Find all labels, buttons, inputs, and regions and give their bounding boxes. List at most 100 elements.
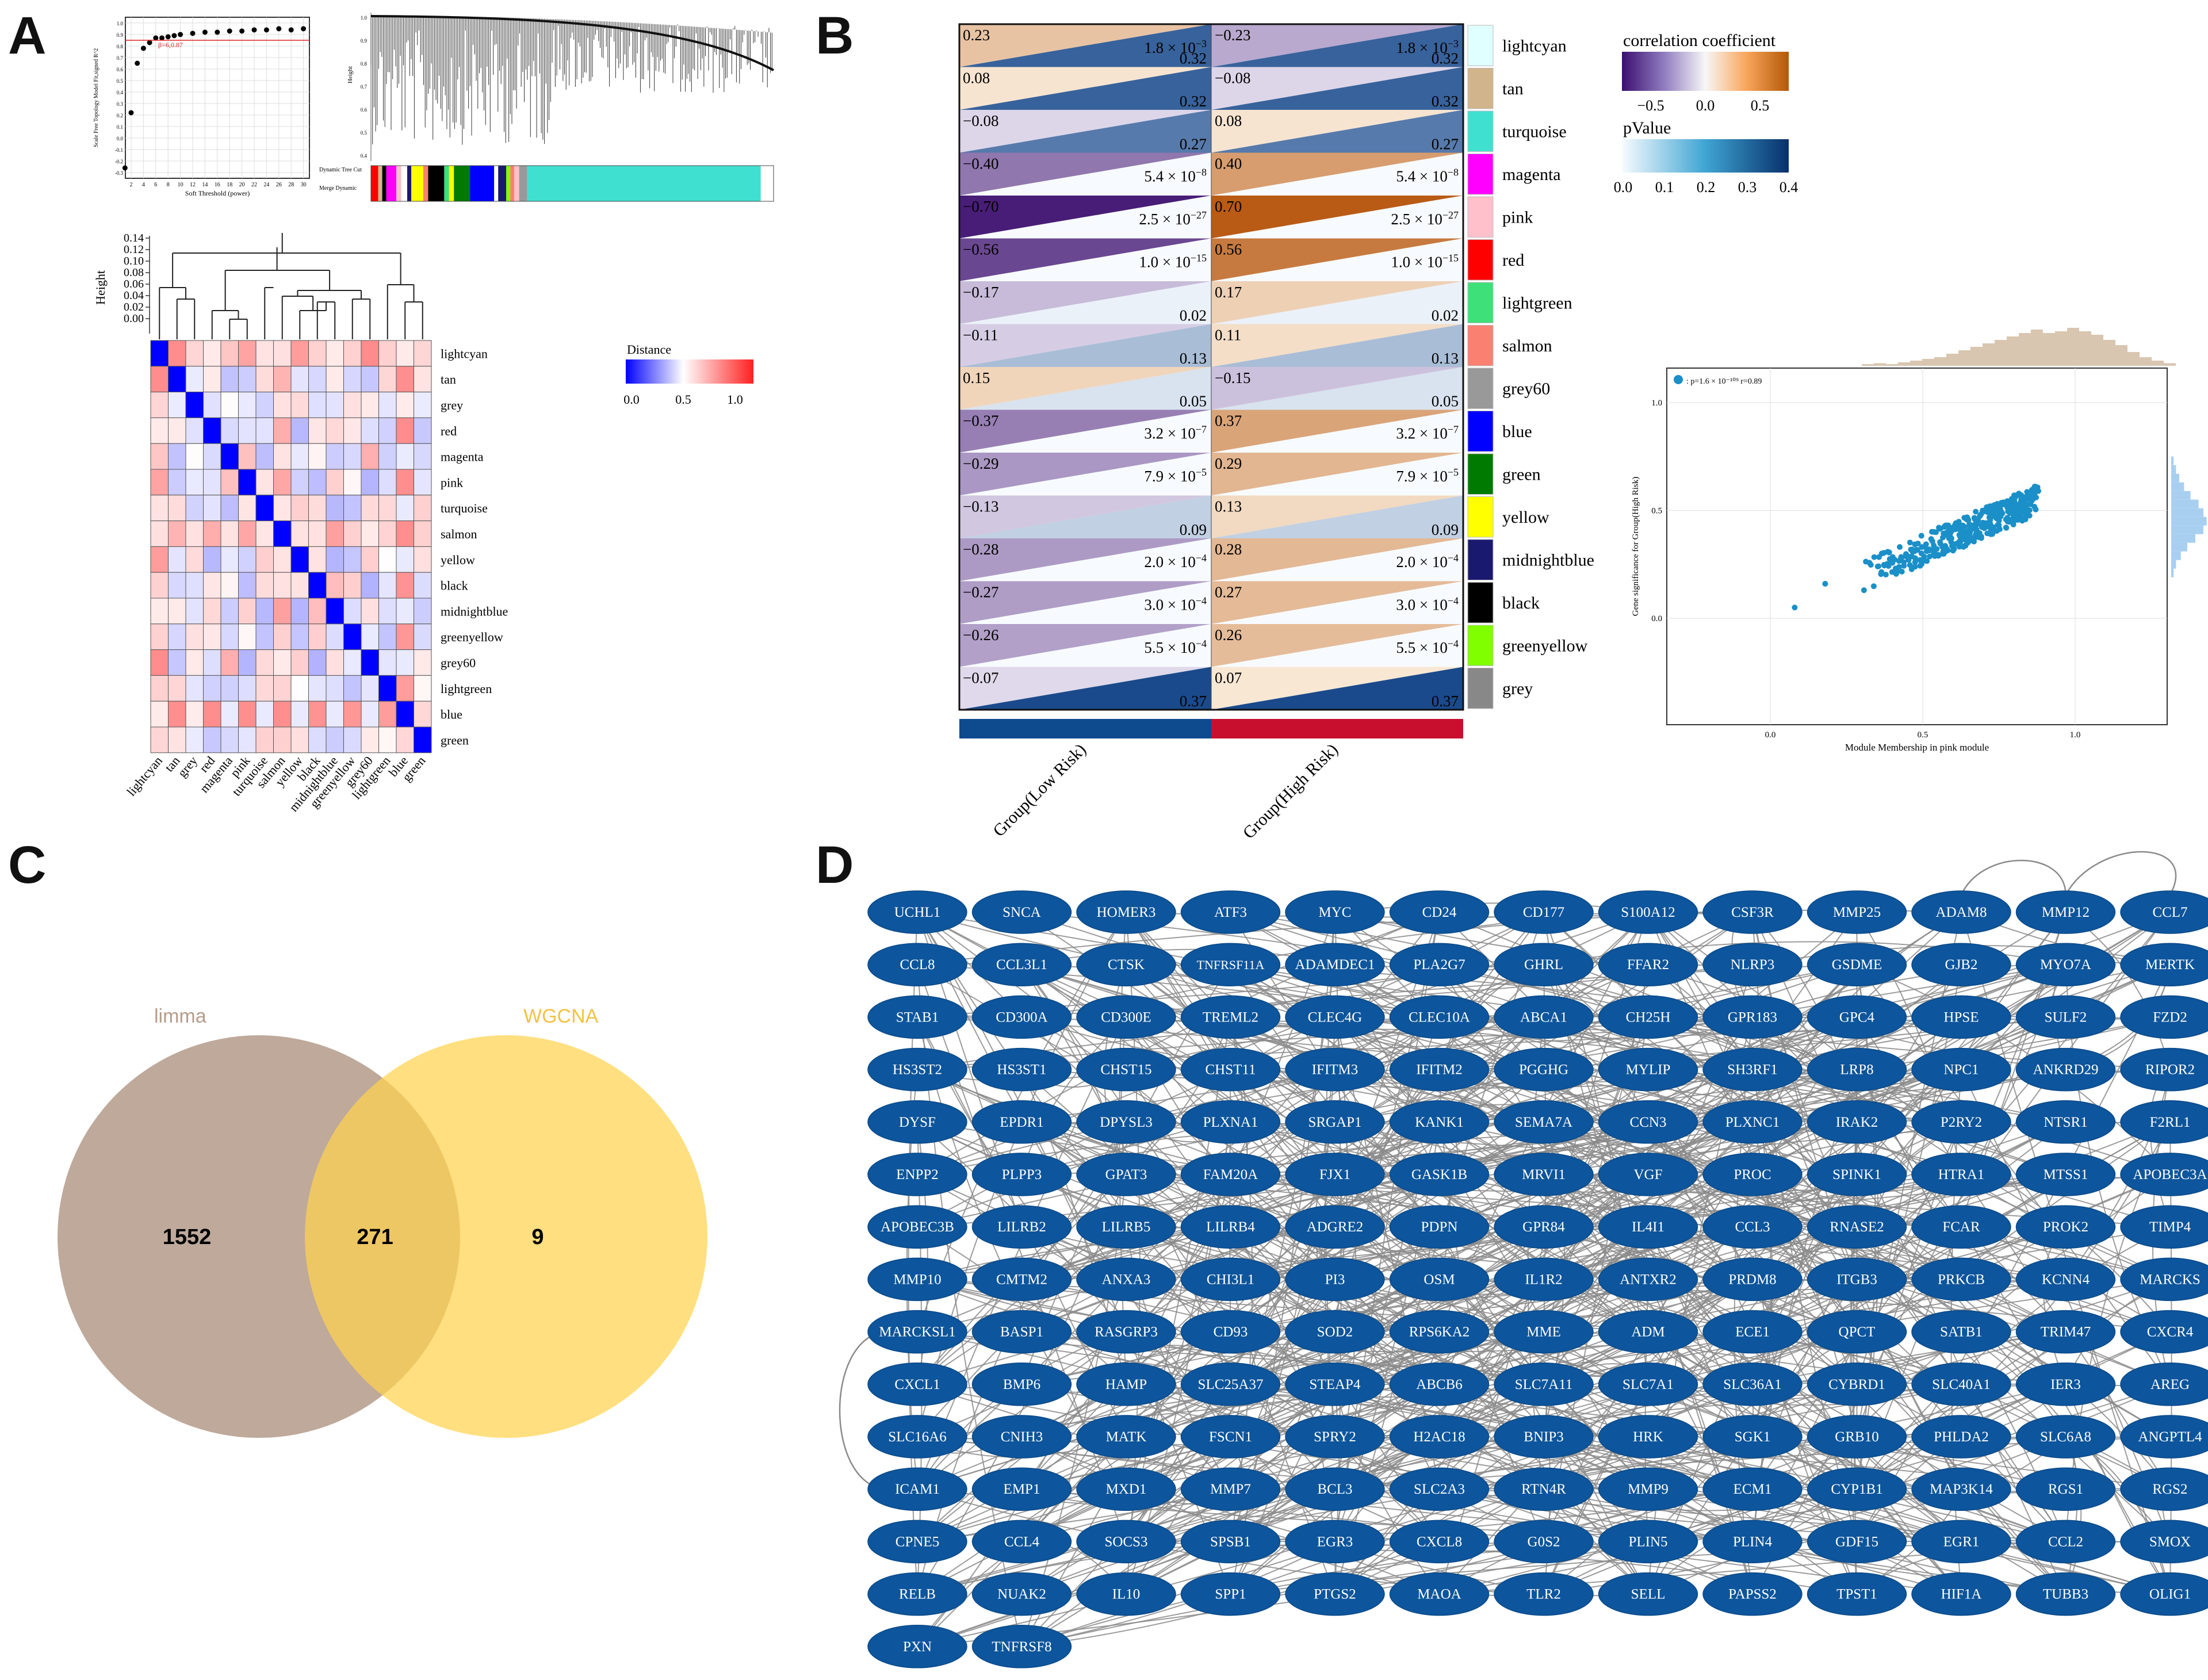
gene-node-shape	[2120, 1047, 2208, 1092]
gene-node-label: RIPOR2	[2145, 1062, 2195, 1078]
network-node: TIMP4	[2120, 1205, 2208, 1249]
network-node: MARCKS	[2120, 1257, 2208, 1302]
heatmap-cell	[378, 495, 397, 522]
pvalue-value: 0.32	[1432, 50, 1459, 67]
network-node: MATK	[1076, 1415, 1176, 1459]
gene-node-label: SLC2A3	[1414, 1482, 1465, 1497]
heatmap-cell	[238, 572, 257, 599]
pvalue-sci: 1.0 × 10−15	[1139, 252, 1207, 271]
top-hist-bar	[2115, 345, 2127, 366]
dendro-merge-seg	[407, 184, 411, 201]
scatter-ylabel: Gene significance for Group(High Risk)	[1631, 477, 1640, 616]
heatmap-cell	[343, 417, 362, 444]
panel-letter-d: D	[816, 836, 854, 894]
gene-node-shape	[2015, 1047, 2116, 1092]
gene-node-label: TUBB3	[2043, 1587, 2088, 1602]
right-hist-bar	[2171, 525, 2203, 534]
gene-node-shape	[1494, 943, 1594, 986]
network-node: SLC40A1	[1911, 1363, 2011, 1406]
gene-node-shape	[1285, 1205, 1385, 1249]
heatmap-cell	[308, 366, 327, 393]
heatmap-cell	[414, 546, 432, 573]
network-node: PLPP3	[971, 1153, 1072, 1196]
heatmap-cell	[168, 623, 186, 650]
heatmap-cell	[238, 598, 257, 625]
gene-node-shape	[2015, 890, 2116, 934]
heatmap-cell	[220, 546, 239, 573]
gene-node-shape	[1702, 1415, 1803, 1459]
gene-node-shape	[971, 1415, 1072, 1459]
group-high-label: Group(High Risk)	[1239, 740, 1342, 840]
network-edge	[1230, 912, 2171, 1437]
scatter-point	[1950, 548, 1956, 554]
dendro-color-seg	[378, 166, 382, 184]
gene-node-label: SLC40A1	[1932, 1377, 1990, 1392]
heatmap-cell	[396, 417, 414, 444]
scatter-point	[1987, 511, 1993, 517]
gene-node-shape	[971, 1310, 1072, 1354]
gene-node-shape	[1076, 890, 1176, 934]
gene-node-shape	[1285, 1153, 1385, 1196]
dendro-merge-seg	[396, 184, 401, 201]
scatter-xlabel: Module Membership in pink module	[1845, 742, 1989, 753]
network-node: PRKCB	[1911, 1257, 2011, 1302]
heatmap-row-label: greenyellow	[441, 630, 503, 644]
heatmap-cell	[185, 572, 204, 599]
right-hist-bar	[2171, 482, 2184, 491]
scatter-ticks: 0.0 0.5 1.0 1.0 0.5 0.0	[1651, 399, 2080, 740]
gene-node-label: SPRY2	[1314, 1429, 1356, 1445]
heatmap-cell	[378, 572, 397, 599]
scatter-xtick: 1.0	[2070, 730, 2081, 740]
gene-node-label: HS3ST2	[893, 1062, 942, 1078]
scatter-point	[1989, 531, 1996, 537]
gene-node-label: SLC16A6	[888, 1429, 946, 1445]
gene-node-label: IFITM3	[1312, 1062, 1359, 1078]
module-name-label: lightcyan	[1502, 36, 1567, 55]
gene-node-label: CD300A	[996, 1009, 1047, 1025]
gene-node-label: ADAM8	[1936, 905, 1987, 920]
scatter-point	[1942, 522, 1949, 529]
heatmap-cell	[343, 392, 362, 418]
heatmap-cell	[203, 443, 221, 470]
heatmap-cell	[361, 366, 379, 393]
dendro-module-colorbar	[370, 165, 774, 202]
gene-node-label: MRVI1	[1522, 1167, 1566, 1182]
gene-node-label: PI3	[1325, 1272, 1345, 1287]
sf-point	[301, 26, 307, 32]
dendro-merge-seg	[527, 184, 761, 201]
network-node: SH3RF1	[1702, 1047, 1803, 1092]
network-node: HAMP	[1076, 1363, 1176, 1406]
gene-node-shape	[1076, 943, 1176, 986]
network-node: SPINK1	[1807, 1153, 1907, 1196]
network-node: STEAP4	[1285, 1363, 1385, 1406]
heatmap-cell	[343, 443, 362, 470]
scatter-point	[1885, 563, 1892, 569]
sf-xtick: 14	[202, 182, 208, 188]
top-hist-bar	[1922, 359, 1934, 366]
heatmap-cell	[396, 701, 414, 728]
pvalue-triangle	[1211, 453, 1463, 496]
heatmap-cell	[150, 469, 169, 496]
dendro-color-seg	[444, 166, 449, 184]
gene-node-label: SLC36A1	[1723, 1377, 1781, 1392]
scatter-point	[1870, 583, 1877, 590]
heatmap-cell	[290, 495, 309, 522]
gene-node-shape	[1389, 1100, 1490, 1144]
gene-node-label: GRB10	[1835, 1429, 1878, 1445]
panel-b-figure: 0.231.8 × 10−30.32−0.231.8 × 10−30.320.0…	[958, 23, 2207, 840]
heatmap-cell	[150, 649, 169, 676]
heatmap-cell	[185, 469, 204, 496]
heatmap-cell	[238, 417, 257, 444]
network-node: MARCKSL1	[867, 1310, 967, 1354]
dendro-color-seg	[411, 166, 423, 184]
dendro-merge-seg	[494, 184, 499, 201]
heatmap-cell	[308, 675, 327, 702]
gene-node-label: LILRB4	[1206, 1219, 1255, 1235]
gene-node-shape	[1285, 1047, 1385, 1092]
heatmap-cell	[220, 701, 239, 728]
gene-node-label: ANKRD29	[2033, 1062, 2099, 1078]
heatmap-cell	[220, 392, 239, 418]
network-node: SNCA	[971, 890, 1072, 934]
gene-node-shape	[2120, 995, 2208, 1039]
scale-free-grid	[125, 17, 309, 178]
